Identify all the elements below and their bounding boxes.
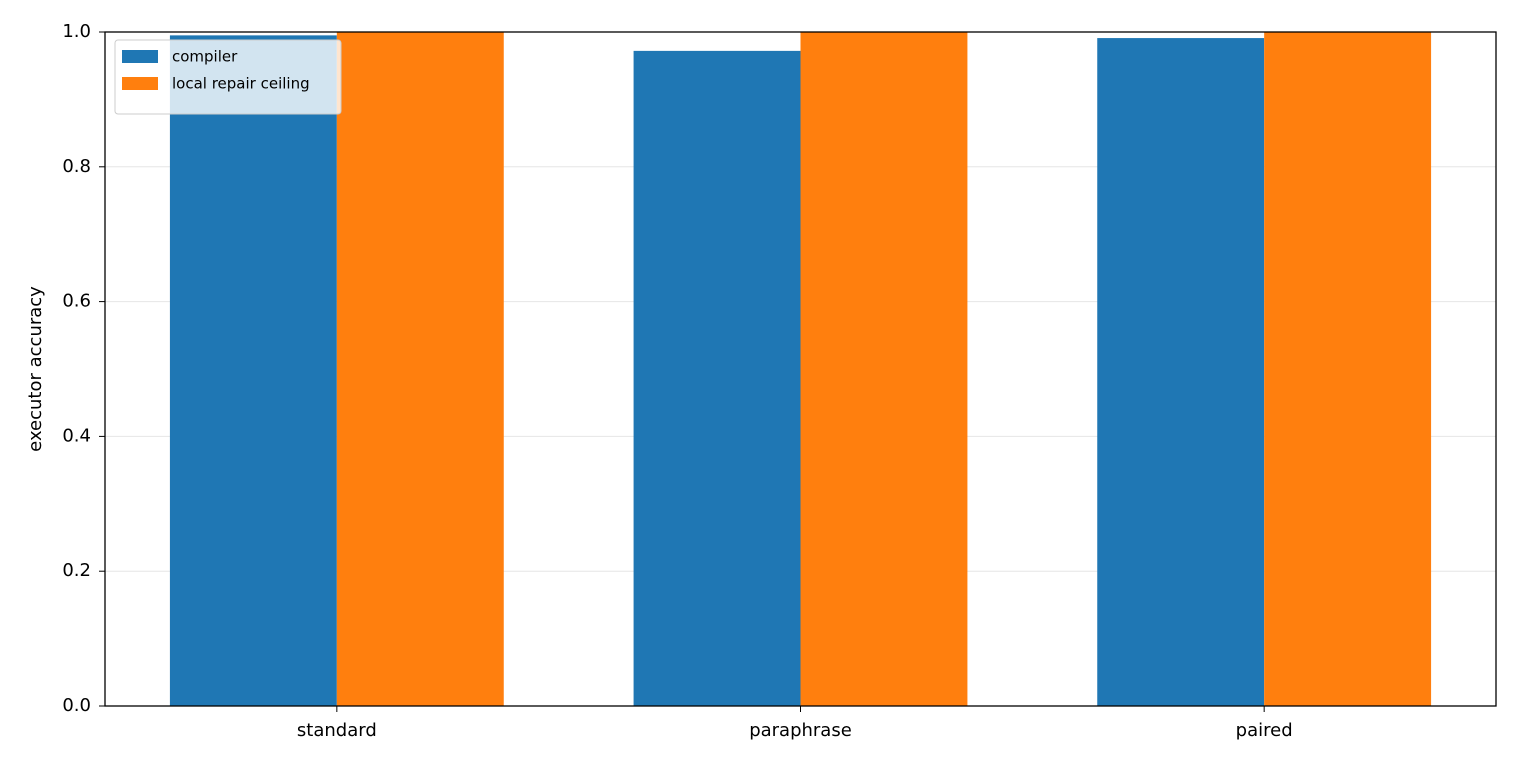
y-axis-label: executor accuracy: [25, 286, 46, 452]
legend-swatch: [122, 50, 158, 63]
y-tick-label: 0.2: [62, 560, 91, 581]
y-tick-label: 0.4: [62, 425, 91, 446]
y-tick-label: 0.0: [62, 695, 91, 716]
legend-label: compiler: [172, 48, 238, 66]
legend-box: [114, 39, 342, 115]
bar: [1097, 38, 1265, 707]
plot-frame: [104, 31, 1497, 707]
bar: [1264, 32, 1432, 706]
bar: [633, 50, 801, 706]
legend-swatch: [122, 77, 158, 90]
bar: [800, 32, 968, 706]
y-tick-label: 0.8: [62, 156, 91, 177]
legend-label: local repair ceiling: [172, 75, 310, 93]
bar: [169, 35, 337, 707]
x-tick-label: standard: [297, 720, 377, 741]
x-tick-label: paraphrase: [749, 720, 852, 741]
y-tick-label: 0.6: [62, 291, 91, 312]
y-tick-label: 1.0: [62, 21, 91, 42]
x-tick-label: paired: [1236, 720, 1293, 741]
bar: [336, 32, 504, 706]
